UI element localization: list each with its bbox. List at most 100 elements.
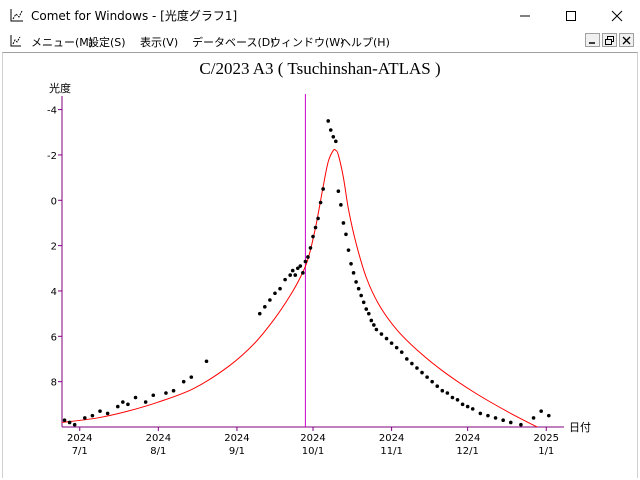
observation-point [435,384,440,388]
observation-point [339,203,343,207]
observation-point [283,277,287,282]
x-tick-year: 2024 [224,433,249,444]
child-minimize-button[interactable] [585,33,600,47]
observation-point [341,221,346,225]
chart-title: C/2023 A3 ( Tsuchinshan-ATLAS ) [199,59,440,78]
observation-point [105,411,110,416]
minimize-button[interactable] [502,0,548,31]
observation-point [334,139,338,144]
observation-point [293,273,298,277]
minimize-icon [520,15,530,16]
observation-point [344,232,348,237]
x-axis-label: 日付 [569,421,591,434]
window-title: Comet for Windows - [光度グラフ1] [31,9,238,23]
observation-point [326,119,331,123]
observation-point [440,388,445,393]
menu-menu[interactable]: メニュー(M) [31,36,94,49]
x-tick-year: 2025 [534,433,559,444]
y-tick-label: -4 [47,106,57,117]
x-tick-year: 2024 [67,433,92,444]
child-close-button[interactable] [619,33,634,47]
observation-point [349,261,353,266]
y-tick-label: 6 [51,332,57,343]
brightness-chart: C/2023 A3 ( Tsuchinshan-ATLAS ) 光度 -4 -2 0 2 4… [47,59,591,457]
observation-point [62,418,67,422]
observation-point [430,379,434,384]
x-tick-year: 2024 [455,433,480,444]
observation-point [420,370,424,375]
observation-point [164,391,168,395]
x-tick-year: 2024 [379,433,404,444]
menu-window[interactable]: ウィンドウ(W) [270,36,345,49]
y-tick-label: -2 [47,151,57,162]
observation-point [372,323,376,327]
restore-icon [605,35,614,45]
x-tick-date: 10/1 [302,446,324,457]
observation-point [321,187,325,191]
close-icon [611,10,623,21]
x-tick-date: 1/1 [538,446,554,457]
observation-point [311,234,315,239]
observation-point [133,395,138,400]
title-bar: Comet for Windows - [光度グラフ1] [0,0,640,31]
observation-point [445,391,450,395]
observation-point [359,293,363,298]
observation-point [478,411,483,416]
observation-point [486,413,490,418]
observation-point [313,225,318,230]
menu-view[interactable]: 表示(V) [140,36,179,49]
y-tick-label: 0 [51,196,57,207]
observation-point [508,420,513,425]
observation-point [539,409,543,413]
observation-point [290,268,295,273]
child-window-icon[interactable] [10,34,22,47]
observation-point [425,375,429,379]
y-tick-label: 2 [51,242,57,253]
y-axis-label: 光度 [49,81,71,95]
observation-point [369,318,374,323]
observation-point [531,416,536,420]
observation-point [298,264,303,268]
close-button[interactable] [594,0,640,31]
observation-point [394,345,399,350]
x-tick-year: 2024 [300,433,325,444]
observation-point [171,388,176,393]
observation-point [301,271,305,275]
y-tick-label: 4 [51,287,57,298]
maximize-icon [566,10,576,21]
observation-point [336,189,341,194]
maximize-button[interactable] [548,0,594,31]
x-tick-date: 7/1 [72,446,88,457]
app-icon [10,9,23,22]
y-tick-label: 8 [51,378,57,389]
x-tick-date: 12/1 [456,446,478,457]
graph-window: C/2023 A3 ( Tsuchinshan-ATLAS ) 光度 -4 -2 0 2 4… [2,52,638,478]
observation-point [288,273,292,277]
observation-point [331,135,336,139]
observation-point [318,200,323,205]
child-restore-button[interactable] [602,33,617,47]
menu-settings[interactable]: 設定(S) [88,36,126,49]
observation-point [306,255,310,259]
observation-point [374,327,379,332]
magnitude-curve [62,148,539,427]
observation-point [399,350,404,354]
observation-point [546,413,551,418]
observation-point [364,307,369,311]
observation-point [189,375,194,379]
observation-point [465,404,470,409]
close-icon [622,36,631,44]
observation-point [278,286,282,291]
observation-point [90,413,95,418]
menu-bar: メニュー(M) 設定(S) 表示(V) データベース(D) ウィンドウ(W) ヘ… [0,31,640,51]
menu-help[interactable]: ヘルプ(H) [340,36,390,49]
menu-database[interactable]: データベース(D) [192,36,275,49]
observation-point [151,393,156,398]
observation-point [493,416,498,420]
observation-point [455,397,460,402]
observation-point [351,271,356,275]
observation-point [410,361,414,366]
observation-point [460,402,465,407]
observation-point [263,305,267,309]
observation-point [501,418,505,422]
